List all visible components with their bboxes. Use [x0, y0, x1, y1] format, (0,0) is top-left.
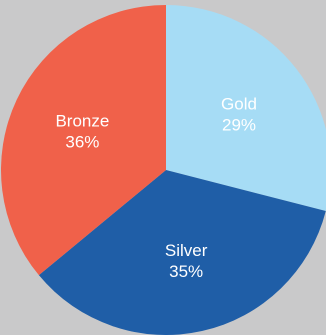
slice-name-label: Bronze: [55, 112, 109, 131]
pie-slice-gold: [166, 5, 326, 212]
slice-value-label: 36%: [65, 133, 99, 152]
slice-value-label: 35%: [169, 262, 203, 281]
pie-slice-bronze: [1, 5, 167, 276]
slice-name-label: Silver: [165, 241, 208, 260]
slice-name-label: Gold: [221, 94, 257, 113]
slice-value-label: 29%: [222, 115, 256, 134]
pie-slice-silver: [38, 170, 326, 335]
